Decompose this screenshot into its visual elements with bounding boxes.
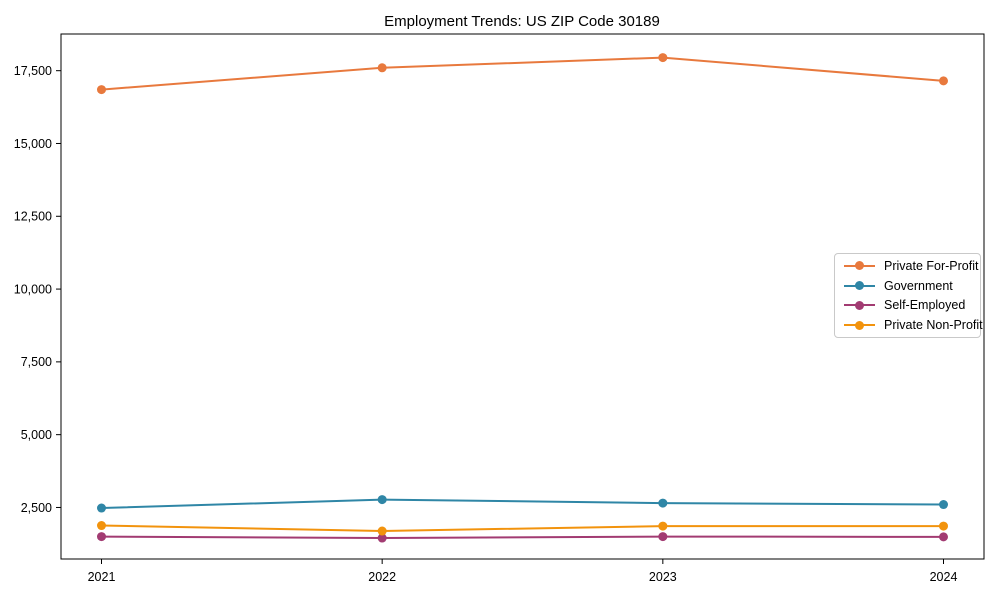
legend-marker-government bbox=[844, 281, 875, 291]
data-point-self-employed-2024 bbox=[939, 532, 948, 542]
data-point-private-for-profit-2022 bbox=[377, 63, 387, 73]
data-point-private-for-profit-2021 bbox=[97, 85, 106, 95]
y-tick-label: 10,000 bbox=[14, 282, 52, 296]
y-tick-label: 7,500 bbox=[21, 355, 52, 369]
data-point-government-2022 bbox=[377, 495, 387, 505]
data-point-private-non-profit-2023 bbox=[658, 521, 668, 531]
y-tick-label: 5,000 bbox=[21, 428, 52, 442]
series-line-self-employed bbox=[101, 535, 944, 540]
data-point-self-employed-2022 bbox=[377, 533, 387, 543]
chart-title: Employment Trends: US ZIP Code 30189 bbox=[384, 13, 660, 30]
data-point-self-employed-2023 bbox=[658, 532, 668, 542]
legend-label: Private Non-Profit bbox=[884, 318, 983, 333]
legend-label: Self-Employed bbox=[884, 298, 966, 313]
series-line-private-for-profit bbox=[101, 56, 944, 91]
y-tick-label: 12,500 bbox=[14, 210, 52, 224]
x-tick-label: 2022 bbox=[368, 570, 396, 584]
data-point-private-non-profit-2024 bbox=[939, 521, 948, 531]
legend-item-private-for-profit: Private For-Profit bbox=[835, 256, 980, 276]
plot-border bbox=[60, 33, 985, 560]
legend-label: Private For-Profit bbox=[884, 258, 979, 273]
data-point-private-for-profit-2024 bbox=[939, 76, 948, 86]
series-line-private-non-profit bbox=[101, 524, 944, 533]
legend-item-government: Government bbox=[835, 276, 980, 296]
x-tick-label: 2021 bbox=[88, 570, 116, 584]
series-line-government bbox=[101, 498, 944, 510]
y-tick-label: 15,000 bbox=[14, 137, 52, 151]
x-tick-label: 2024 bbox=[930, 570, 958, 584]
data-point-private-non-profit-2021 bbox=[97, 521, 106, 531]
data-point-private-for-profit-2023 bbox=[658, 53, 668, 63]
x-tick-label: 2023 bbox=[649, 570, 677, 584]
data-point-government-2024 bbox=[939, 500, 948, 510]
data-point-government-2023 bbox=[658, 498, 668, 508]
y-tick-label: 17,500 bbox=[14, 64, 52, 78]
legend-box: Private For-Profit Government Self-Employe… bbox=[834, 253, 983, 338]
legend-label: Government bbox=[884, 278, 953, 293]
legend-marker-private-for-profit bbox=[844, 261, 875, 271]
legend-item-private-non-profit: Private Non-Profit bbox=[835, 315, 983, 335]
data-point-government-2021 bbox=[97, 503, 106, 513]
legend-marker-private-non-profit bbox=[844, 320, 875, 330]
legend-marker-self-employed bbox=[844, 300, 875, 310]
data-point-self-employed-2021 bbox=[97, 532, 106, 542]
data-point-private-non-profit-2022 bbox=[377, 526, 387, 536]
y-tick-label: 2,500 bbox=[21, 501, 52, 515]
legend-item-self-employed: Self-Employed bbox=[835, 296, 980, 316]
